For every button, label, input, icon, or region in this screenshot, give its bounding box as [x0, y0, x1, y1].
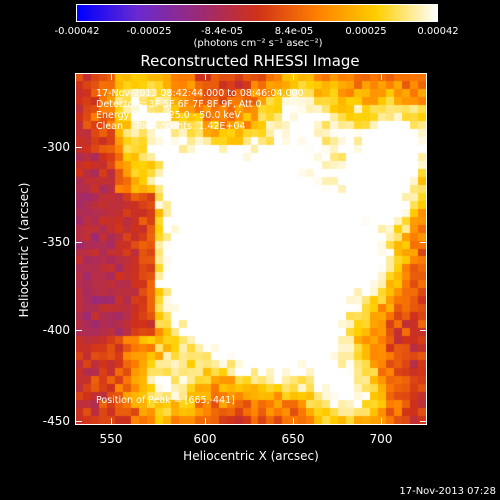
y-tick-mark	[420, 330, 426, 331]
y-tick-mark	[76, 421, 82, 422]
y-tick-label: -300	[42, 140, 70, 154]
y-tick-label: -450	[42, 414, 70, 428]
y-tick-mark	[76, 330, 82, 331]
x-tick-mark	[205, 418, 206, 424]
x-tick-mark	[381, 418, 382, 424]
x-tick-mark	[111, 74, 112, 80]
y-axis-label: Heliocentric Y (arcsec)	[17, 182, 31, 318]
image-plot-area: 17-Nov-2013 08:42:44.000 to 08:46:04.000…	[75, 73, 427, 425]
x-axis-label: Heliocentric X (arcsec)	[183, 449, 319, 463]
x-tick-label: 650	[281, 432, 305, 446]
info-line-counts: Clean Total counts: 1.42E+04	[96, 121, 246, 132]
colorbar-tick-label: -0.00042	[54, 26, 100, 37]
timestamp: 17-Nov-2013 07:28	[399, 486, 496, 497]
rhessi-image	[76, 74, 426, 424]
x-tick-mark	[381, 74, 382, 80]
x-tick-mark	[205, 74, 206, 80]
x-tick-mark	[111, 418, 112, 424]
colorbar-tick-label: -0.00025	[126, 26, 172, 37]
info-line-detectors: Detectors: 3F 5F 6F 7F 8F 9F, Att 0	[96, 99, 262, 110]
y-tick-mark	[420, 242, 426, 243]
x-tick-mark	[293, 74, 294, 80]
colorbar	[76, 4, 438, 22]
peak-position-label: Position of Peak = [665,-441]	[96, 395, 235, 406]
info-line-time: 17-Nov-2013 08:42:44.000 to 08:46:04.000	[96, 88, 304, 99]
y-tick-label: -400	[42, 323, 70, 337]
y-tick-mark	[76, 147, 82, 148]
y-tick-mark	[420, 147, 426, 148]
plot-title: Reconstructed RHESSI Image	[140, 52, 360, 70]
colorbar-tick-label: 0.00042	[417, 26, 459, 37]
x-tick-label: 700	[369, 432, 393, 446]
colorbar-gradient	[77, 5, 437, 21]
x-tick-label: 600	[193, 432, 217, 446]
colorbar-units: (photons cm⁻² s⁻¹ asec⁻²)	[193, 38, 323, 49]
x-tick-label: 550	[99, 432, 123, 446]
x-tick-mark	[293, 418, 294, 424]
colorbar-tick-label: 0.00025	[345, 26, 387, 37]
colorbar-tick-label: -8.4e-05	[201, 26, 243, 37]
colorbar-tick-label: 8.4e-05	[274, 26, 314, 37]
info-line-energy: Energy Range: 25.0 - 50.0 keV	[96, 110, 241, 121]
y-tick-mark	[420, 421, 426, 422]
y-tick-label: -350	[42, 235, 70, 249]
y-tick-mark	[76, 242, 82, 243]
